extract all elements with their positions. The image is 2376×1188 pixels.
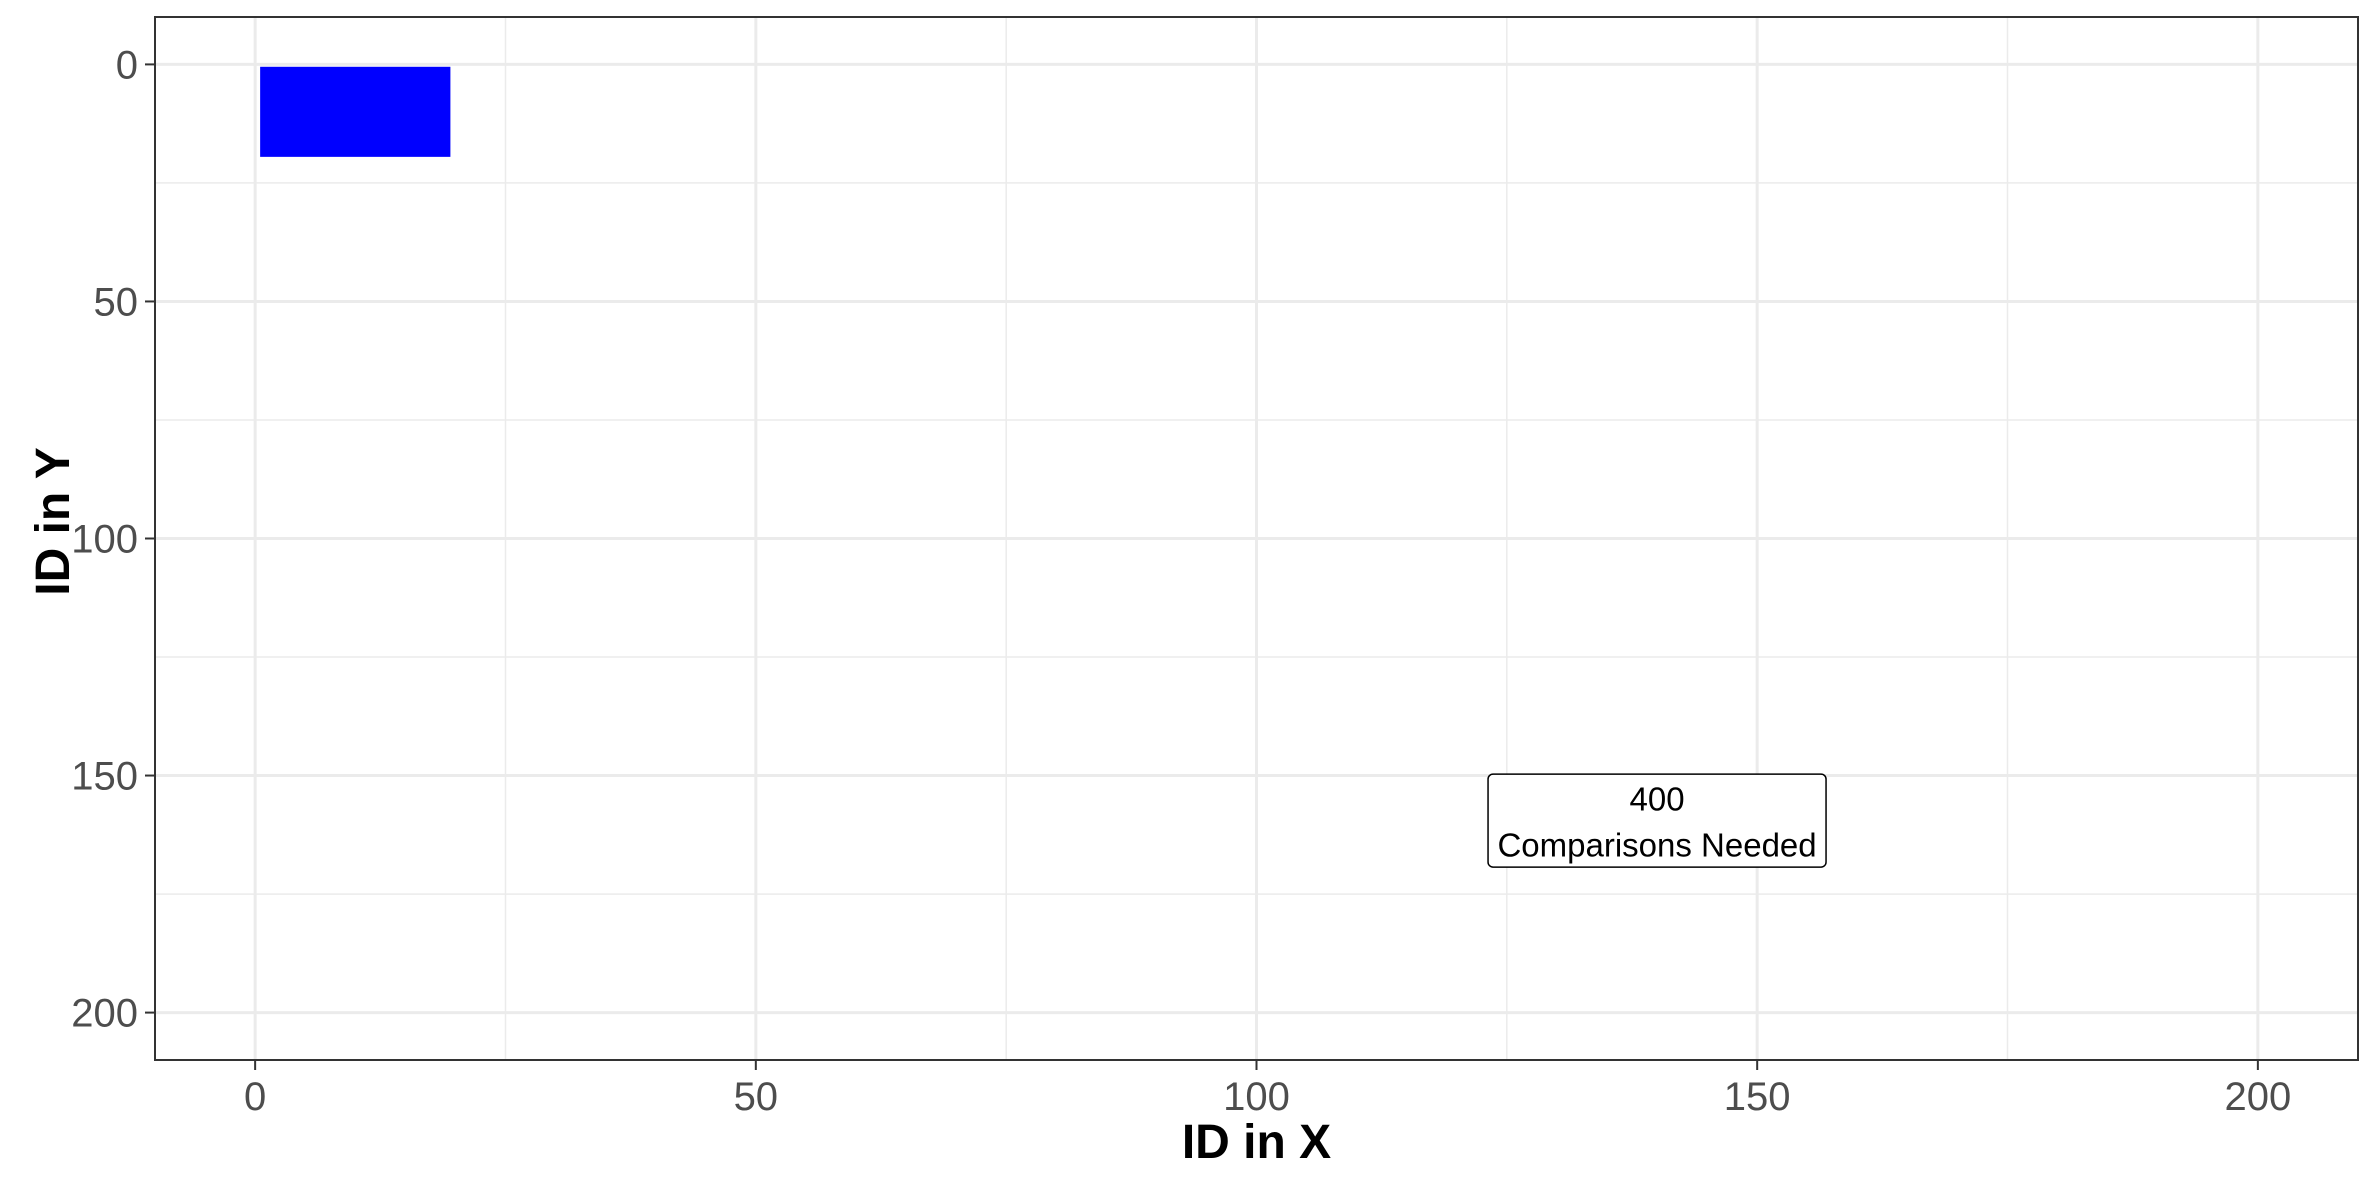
y-axis: 0 50 100 150 200 — [71, 43, 155, 1036]
x-tick-label: 200 — [2224, 1075, 2291, 1119]
y-tick-label: 150 — [71, 755, 138, 799]
plot-border — [154, 16, 2359, 1061]
heatmap-tiles — [260, 66, 451, 157]
heatmap-tile — [260, 66, 451, 157]
annotation-label: 400 Comparisons Needed — [1487, 773, 1827, 868]
annotation-text: Comparisons Needed — [1497, 827, 1816, 864]
x-axis-title: ID in X — [1182, 1116, 1331, 1169]
y-tick-label: 0 — [116, 43, 138, 87]
annotation-box — [1487, 773, 1827, 868]
x-tick-label: 50 — [734, 1075, 779, 1119]
y-tick-label: 100 — [71, 518, 138, 562]
x-axis: 0 50 100 150 200 — [244, 1060, 2291, 1119]
x-tick-label: 150 — [1724, 1075, 1791, 1119]
y-tick-label: 50 — [94, 280, 139, 324]
annotation-value: 400 — [1630, 781, 1685, 818]
y-axis-title: ID in Y — [27, 447, 80, 595]
y-tick-label: 200 — [71, 992, 138, 1036]
x-tick-label: 100 — [1223, 1075, 1290, 1119]
major-gridlines — [155, 17, 2358, 1060]
x-tick-label: 0 — [244, 1075, 266, 1119]
